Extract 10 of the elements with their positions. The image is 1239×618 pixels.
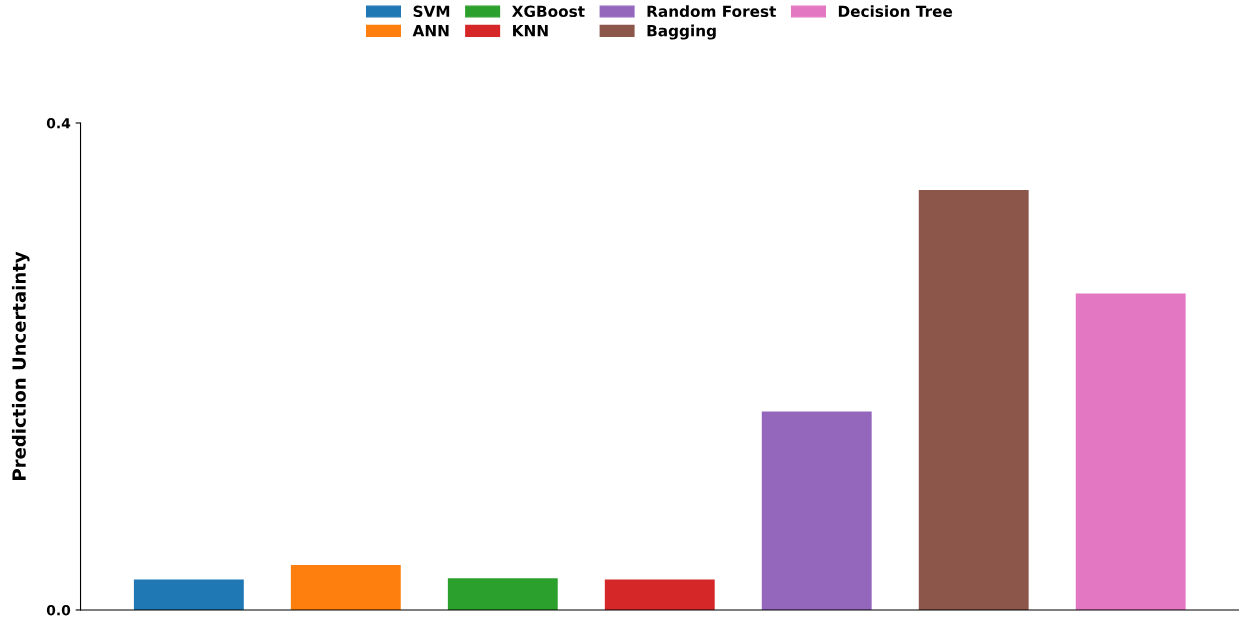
legend-label: KNN bbox=[513, 25, 548, 37]
legend-label: Decision Tree bbox=[838, 5, 953, 18]
y-tick-label: 0.0 bbox=[46, 604, 71, 616]
legend-label: Random Forest bbox=[647, 5, 777, 18]
legend-label: ANN bbox=[412, 25, 449, 37]
legend-label: Bagging bbox=[647, 24, 716, 40]
y-axis-title: Prediction Uncertainty bbox=[11, 251, 30, 480]
y-tick-label: 0.4 bbox=[46, 117, 71, 129]
legend-label: SVM bbox=[413, 5, 450, 18]
legend-label: XGBoost bbox=[511, 5, 585, 18]
